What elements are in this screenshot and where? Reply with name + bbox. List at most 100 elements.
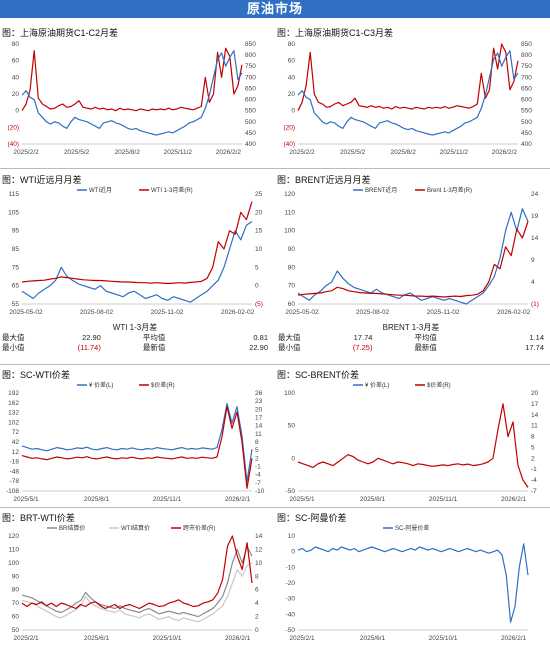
y-right-tick-label: 24 — [531, 191, 539, 198]
x-tick-label: 2025-08-02 — [356, 309, 390, 316]
x-tick-label: 2025-08-02 — [80, 309, 114, 316]
legend-label: $价差(R) — [151, 381, 175, 389]
y-left-tick-label: 12 — [12, 449, 20, 456]
y-right-tick-label: (5) — [255, 301, 263, 308]
y-right-tick-label: 8 — [531, 434, 535, 441]
y-right-tick-label: 550 — [521, 108, 532, 115]
x-tick-label: 2025/5/1 — [289, 496, 315, 503]
y-left-tick-label: 90 — [12, 573, 20, 580]
x-tick-label: 2025/2/1 — [289, 635, 315, 642]
y-right-tick-label: 12 — [255, 546, 263, 553]
y-right-tick-label: 14 — [531, 412, 539, 419]
table-cell: 最小值 — [2, 343, 25, 352]
y-right-tick-label: 17 — [255, 415, 263, 422]
wti-table-title: WTI 1-3月差 — [112, 323, 158, 332]
y-right-tick-label: 5 — [531, 444, 535, 451]
table-row: 最小值 (11.74) 最新值 22.90 — [0, 343, 270, 353]
y-left-tick-label: 95 — [12, 228, 20, 235]
y-right-tick-label: 800 — [521, 52, 532, 59]
y-right-tick-label: 11 — [531, 423, 538, 430]
x-tick-label: 2025/8/2 — [115, 149, 141, 156]
x-tick-label: 2025/5/2 — [64, 149, 90, 156]
x-tick-label: 2026/2/1 — [501, 635, 527, 642]
y-left-tick-label: 120 — [8, 533, 19, 540]
legend-label: $价差(R) — [427, 381, 451, 389]
y-left-tick-label: -50 — [286, 488, 296, 495]
x-tick-label: 2025/5/1 — [13, 496, 39, 503]
y-right-tick-label: 450 — [521, 130, 532, 137]
series-line-1 — [297, 43, 519, 111]
y-right-tick-label: 15 — [255, 228, 263, 235]
y-right-tick-label: 2 — [255, 614, 259, 621]
y-left-tick-label: 42 — [12, 439, 20, 446]
y-left-tick-label: (20) — [7, 124, 19, 131]
y-left-tick-label: 102 — [8, 419, 19, 426]
y-right-tick-label: 20 — [255, 406, 263, 413]
y-right-tick-label: 4 — [255, 600, 259, 607]
y-left-tick-label: 0 — [291, 108, 295, 115]
y-right-tick-label: 5 — [255, 447, 259, 454]
y-left-tick-label: -108 — [6, 488, 19, 495]
series-line-1 — [297, 208, 529, 305]
y-right-tick-label: 0 — [255, 283, 259, 290]
y-right-tick-label: -7 — [255, 480, 261, 487]
wti-stat-table: WTI 1-3月差 最大值 22.90 平均值 0.81 最小值 (11.74)… — [0, 323, 270, 353]
y-left-tick-label: 70 — [288, 283, 296, 290]
y-left-tick-label: 20 — [12, 91, 20, 98]
y-right-tick-label: -1 — [255, 464, 261, 471]
series-line-1 — [297, 543, 529, 623]
table-cell: (7.25) — [352, 343, 373, 352]
y-right-tick-label: 19 — [531, 213, 539, 220]
y-left-tick-label: (40) — [7, 141, 19, 148]
y-left-tick-label: 0 — [291, 549, 295, 556]
legend-label: Brent 1-3月差(R) — [427, 186, 472, 194]
x-tick-label: 2026-02-02 — [497, 309, 531, 316]
x-tick-label: 2026/2/1 — [225, 635, 251, 642]
table-cell: 平均值 — [414, 333, 437, 342]
y-left-tick-label: 40 — [12, 74, 20, 81]
y-left-tick-label: 80 — [288, 41, 296, 48]
y-right-tick-label: -1 — [531, 466, 537, 473]
y-right-tick-label: 650 — [245, 85, 256, 92]
y-right-tick-label: 17 — [531, 401, 539, 408]
x-tick-label: 2025-05-02 — [285, 309, 319, 316]
y-left-tick-label: 65 — [12, 283, 20, 290]
series-line-2 — [297, 221, 529, 298]
chart-sc-wti: 192 162 132 102 72 42 12 -18 -48 -78 -108 26 23 20 17 1… — [0, 381, 272, 505]
y-left-tick-label: 0 — [291, 455, 295, 462]
chart-brt-wti: 120 110 100 90 80 70 60 50 14 12 10 8 6 4 2 0 2025/2/1 20… — [0, 524, 272, 644]
y-left-tick-label: 100 — [8, 560, 19, 567]
y-left-tick-label: 80 — [12, 587, 20, 594]
y-left-tick-label: 100 — [284, 390, 295, 397]
y-left-tick-label: 60 — [12, 58, 20, 65]
y-left-tick-label: 20 — [288, 91, 296, 98]
y-right-tick-label: 2 — [531, 455, 535, 462]
x-tick-label: 2026/2/1 — [501, 496, 527, 503]
y-left-tick-label: 80 — [12, 41, 20, 48]
y-right-tick-label: -4 — [531, 477, 537, 484]
y-right-tick-label: 14 — [255, 423, 263, 430]
y-right-tick-label: (1) — [531, 301, 539, 308]
y-left-tick-label: 85 — [12, 246, 20, 253]
x-tick-label: 2025/8/1 — [360, 496, 386, 503]
y-right-tick-label: 10 — [255, 560, 263, 567]
table-cell: 17.74 — [353, 333, 373, 342]
chart-svg: 80 60 40 20 0 (20) (40) 850 800 750 700 650 600 550 50… — [283, 41, 532, 156]
x-tick-label: 2025/6/1 — [84, 635, 110, 642]
table-cell: 最大值 — [278, 333, 301, 342]
table-cell: 22.90 — [249, 343, 268, 352]
y-right-tick-label: 23 — [255, 398, 263, 405]
series-line-3 — [21, 535, 253, 610]
table-cell: (11.74) — [77, 343, 101, 352]
chart-svg: 80 60 40 20 0 (20) (40) 850 800 750 700 650 600 550 50… — [7, 41, 256, 156]
x-tick-label: 2025/6/1 — [360, 635, 386, 642]
x-tick-label: 2025/10/1 — [429, 635, 458, 642]
y-right-tick-label: 850 — [521, 41, 532, 48]
y-right-tick-label: 400 — [521, 141, 532, 148]
y-right-tick-label: 850 — [245, 41, 256, 48]
legend-label: BR结算价 — [59, 524, 85, 532]
x-tick-label: 2025-05-02 — [9, 309, 43, 316]
legend-label: ¥ 价差(L) — [89, 381, 113, 389]
series-line-1 — [21, 220, 253, 303]
